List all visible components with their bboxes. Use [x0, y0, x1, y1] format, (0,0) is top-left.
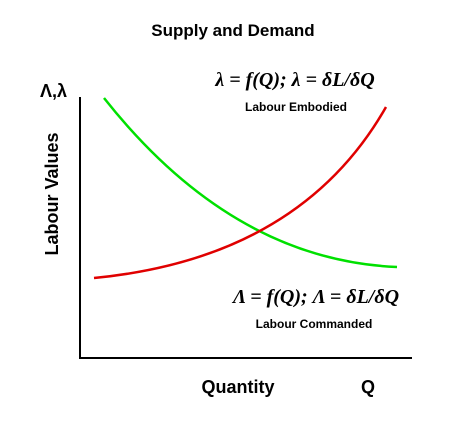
- y-axis-label: Labour Values: [42, 132, 62, 255]
- axes: [79, 97, 412, 359]
- labour-commanded-label: Labour Commanded: [256, 317, 373, 331]
- x-axis-symbol: Q: [361, 377, 375, 397]
- labour-embodied-label: Labour Embodied: [245, 100, 347, 114]
- labour-commanded-curve: [93, 106, 388, 280]
- labour-commanded-equation: Λ = f(Q); Λ = δL/δQ: [231, 286, 399, 308]
- x-axis-label: Quantity: [201, 377, 274, 397]
- y-axis-symbol: Λ,λ: [40, 81, 67, 101]
- labour-embodied-curve: [103, 97, 398, 269]
- labour-embodied-equation: λ = f(Q); λ = δL/δQ: [214, 69, 374, 91]
- diagram-title: Supply and Demand: [151, 21, 314, 40]
